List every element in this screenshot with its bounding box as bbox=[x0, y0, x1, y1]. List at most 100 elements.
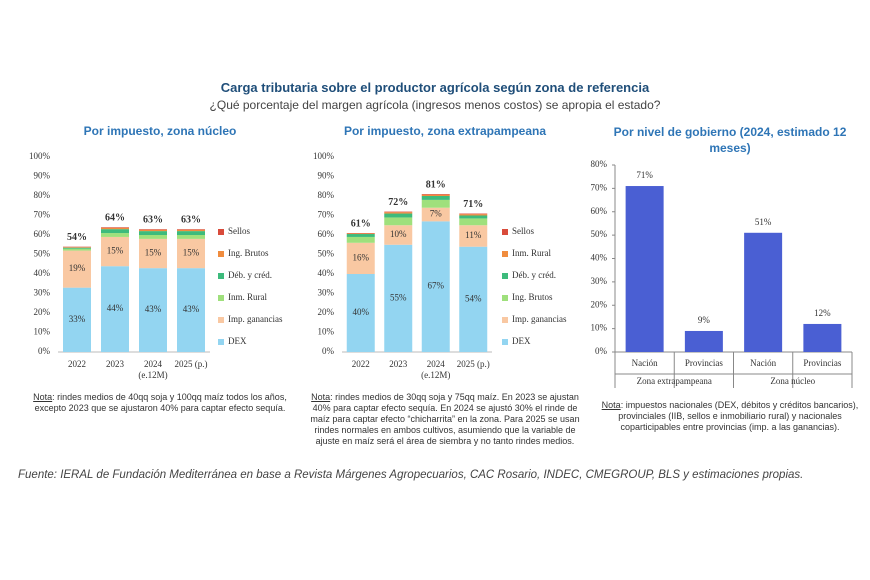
bar-segment bbox=[139, 229, 167, 232]
bar-segment bbox=[101, 227, 129, 228]
bar-segment bbox=[139, 229, 167, 230]
value-label: 55% bbox=[390, 292, 407, 302]
y-tick-label: 60% bbox=[591, 206, 608, 216]
value-label: 43% bbox=[145, 304, 162, 314]
bar-segment bbox=[139, 235, 167, 239]
legend-label: Déb. y créd. bbox=[512, 270, 556, 280]
bar-segment bbox=[346, 236, 375, 243]
note-label: Nota bbox=[33, 392, 53, 402]
bar-segment bbox=[421, 196, 450, 200]
y-tick-label: 50% bbox=[318, 249, 335, 259]
x-tick-label: Provincias bbox=[685, 358, 723, 368]
note-text: : rindes medios de 40qq soja y 100qq maí… bbox=[34, 392, 287, 413]
bar-segment bbox=[346, 234, 375, 237]
bar-segment bbox=[384, 244, 413, 352]
bar-segment bbox=[421, 207, 450, 222]
y-tick-label: 60% bbox=[318, 229, 335, 239]
chart-title: Por impuesto, zona extrapampeana bbox=[343, 124, 547, 138]
y-tick-label: 40% bbox=[318, 268, 335, 278]
bar-segment bbox=[384, 217, 413, 226]
total-label: 63% bbox=[143, 214, 163, 225]
value-label: 43% bbox=[183, 304, 200, 314]
legend-swatch bbox=[502, 251, 508, 257]
y-tick-label: 90% bbox=[318, 171, 335, 181]
page-title: Carga tributaria sobre el productor agrí… bbox=[220, 80, 650, 95]
legend-swatch bbox=[502, 273, 508, 279]
x-tick-label: 2024 (e.12M) bbox=[138, 359, 167, 380]
bar-segment bbox=[421, 194, 450, 196]
value-label: 10% bbox=[390, 229, 407, 239]
x-tick-label: 2024 (e.12M) bbox=[421, 359, 450, 380]
y-tick-label: 30% bbox=[591, 276, 608, 286]
legend-label: Imp. ganancias bbox=[512, 314, 567, 324]
bar-segment bbox=[384, 212, 413, 214]
y-tick-label: 20% bbox=[591, 299, 608, 309]
bar-segment bbox=[459, 215, 488, 219]
value-label: 71% bbox=[636, 170, 653, 180]
bar-segment bbox=[346, 274, 375, 352]
x-tick-label: Provincias bbox=[803, 358, 841, 368]
value-label: 40% bbox=[353, 307, 370, 317]
legend-label: Sellos bbox=[228, 226, 251, 236]
bar-segment bbox=[177, 229, 205, 230]
bar-segment bbox=[101, 227, 129, 230]
note-label: Nota bbox=[311, 392, 331, 402]
page-subtitle: ¿Qué porcentaje del margen agrícola (ing… bbox=[209, 98, 661, 112]
y-tick-label: 100% bbox=[313, 151, 335, 161]
x-tick-label: 2023 bbox=[389, 359, 408, 369]
legend-label: Ing. Brutos bbox=[512, 292, 553, 302]
bar-segment bbox=[63, 247, 91, 248]
y-tick-label: 40% bbox=[34, 268, 51, 278]
bar-segment bbox=[459, 218, 488, 226]
total-label: 54% bbox=[67, 232, 87, 243]
bar-segment bbox=[421, 199, 450, 208]
bar-segment bbox=[346, 242, 375, 274]
bar bbox=[684, 330, 723, 352]
x-tick-label: 2025 (p.) bbox=[175, 359, 208, 369]
bar-segment bbox=[139, 238, 167, 269]
bar-segment bbox=[459, 213, 488, 215]
source: Fuente: IERAL de Fundación Mediterránea … bbox=[18, 469, 804, 481]
value-label: 15% bbox=[145, 248, 162, 258]
bar bbox=[744, 232, 783, 352]
legend-swatch bbox=[218, 229, 224, 235]
note: Nota: rindes medios de 30qq soja y 75qq … bbox=[310, 392, 580, 447]
y-tick-label: 30% bbox=[318, 288, 335, 298]
legend-swatch bbox=[502, 295, 508, 301]
bar-segment bbox=[384, 213, 413, 218]
legend-swatch bbox=[218, 317, 224, 323]
legend-label: Ing. Brutos bbox=[228, 248, 269, 258]
bar-segment bbox=[459, 225, 488, 247]
value-label: 19% bbox=[69, 263, 86, 273]
value-label: 67% bbox=[428, 281, 445, 291]
value-label: 11% bbox=[465, 230, 482, 240]
y-tick-label: 40% bbox=[591, 253, 608, 263]
y-tick-label: 10% bbox=[591, 323, 608, 333]
legend-label: Déb. y créd. bbox=[228, 270, 272, 280]
bar-segment bbox=[63, 248, 91, 251]
total-label: 72% bbox=[388, 197, 408, 208]
total-label: 64% bbox=[105, 212, 125, 223]
y-tick-label: 0% bbox=[322, 346, 335, 356]
x-tick-label: 2025 (p.) bbox=[457, 359, 490, 369]
value-label: 33% bbox=[69, 314, 86, 324]
bar-segment bbox=[177, 235, 205, 239]
bar-segment bbox=[177, 231, 205, 235]
bar-segment bbox=[139, 268, 167, 352]
legend-swatch bbox=[218, 273, 224, 279]
x-tick-label: Nación bbox=[750, 358, 776, 368]
legend-swatch bbox=[218, 251, 224, 257]
value-label: 9% bbox=[698, 315, 711, 325]
bar-segment bbox=[384, 225, 413, 245]
y-tick-label: 10% bbox=[34, 327, 51, 337]
legend-label: Inm. Rural bbox=[228, 292, 267, 302]
bar bbox=[803, 323, 842, 352]
bar-segment bbox=[177, 268, 205, 352]
y-tick-label: 0% bbox=[595, 346, 608, 356]
bar-segment bbox=[421, 221, 450, 352]
bar-segment bbox=[459, 246, 488, 352]
x-tick-label: 2022 bbox=[68, 359, 86, 369]
total-label: 71% bbox=[463, 199, 483, 210]
value-label: 16% bbox=[353, 252, 370, 262]
note: Nota: impuestos nacionales (DEX, débitos… bbox=[600, 400, 860, 433]
